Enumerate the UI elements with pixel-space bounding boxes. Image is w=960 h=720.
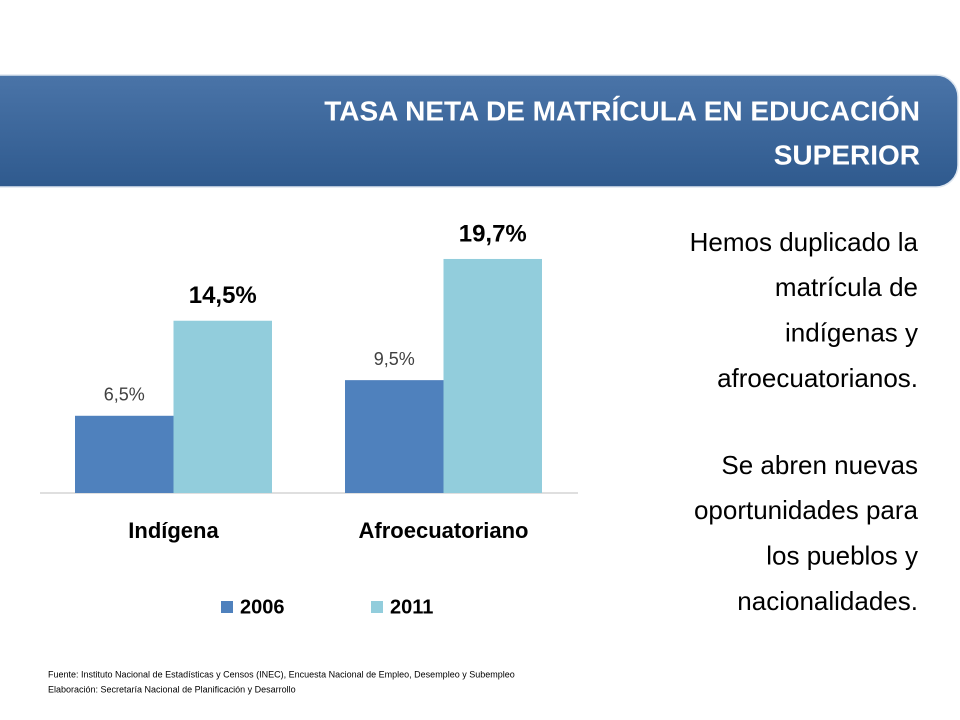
x-tick-label: Afroecuatoriano xyxy=(359,518,529,543)
body-text: Hemos duplicado la xyxy=(690,227,919,257)
data-label: 19,7% xyxy=(459,220,527,247)
body-text: matrícula de xyxy=(775,272,918,302)
chart-title: TASA NETA DE MATRÍCULA EN EDUCACIÓN xyxy=(324,95,920,126)
footnote: Elaboración: Secretaría Nacional de Plan… xyxy=(48,684,296,694)
body-text: indígenas y xyxy=(785,317,918,347)
data-label: 6,5% xyxy=(104,385,145,405)
x-tick-label: Indígena xyxy=(128,518,219,543)
body-text: Se abren nuevas xyxy=(721,450,918,480)
legend-swatch xyxy=(221,601,233,613)
body-text: afroecuatorianos. xyxy=(717,363,918,393)
title-banner xyxy=(0,74,959,188)
legend-label: 2011 xyxy=(390,596,433,618)
data-label: 14,5% xyxy=(189,282,257,309)
legend-label: 2006 xyxy=(240,596,285,618)
bar xyxy=(443,258,542,493)
legend-swatch xyxy=(371,601,383,613)
body-text: los pueblos y xyxy=(766,540,918,570)
chart-title: SUPERIOR xyxy=(774,139,920,170)
footnote: Fuente: Instituto Nacional de Estadístic… xyxy=(48,669,515,679)
body-text: oportunidades para xyxy=(694,495,919,525)
bar xyxy=(75,415,174,493)
body-text: nacionalidades. xyxy=(737,586,918,616)
bar xyxy=(345,380,444,493)
bar xyxy=(173,320,272,493)
data-label: 9,5% xyxy=(374,349,415,369)
